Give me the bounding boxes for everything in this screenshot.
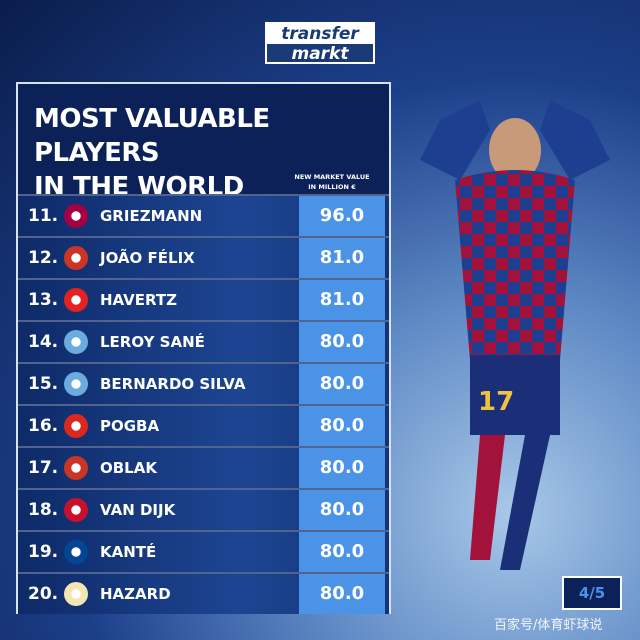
player-row: 19. KANTÉ 80.0	[18, 530, 389, 572]
manchester-city-crest-icon	[64, 330, 88, 354]
market-value: 96.0	[299, 196, 385, 236]
player-row: 12. JOÃO FÉLIX 81.0	[18, 236, 389, 278]
value-column-header: NEW MARKET VALUE IN MILLION €	[287, 172, 377, 192]
market-value: 80.0	[299, 574, 385, 614]
real-madrid-crest-icon	[64, 582, 88, 606]
logo-text-top: transfer	[267, 24, 373, 44]
market-value: 80.0	[299, 532, 385, 572]
page-indicator: 4/5	[562, 576, 622, 610]
player-name: GRIEZMANN	[100, 207, 203, 225]
watermark: 百家号/体育虾球说	[494, 618, 603, 633]
ranking-panel: MOST VALUABLE PLAYERS IN THE WORLD NEW M…	[16, 82, 391, 614]
value-header-line-1: NEW MARKET VALUE	[294, 173, 370, 181]
player-row: 18. VAN DIJK 80.0	[18, 488, 389, 530]
rank: 13.	[28, 290, 59, 310]
player-name: LEROY SANÉ	[100, 333, 205, 351]
market-value: 80.0	[299, 322, 385, 362]
rank: 15.	[28, 374, 59, 394]
player-name: BERNARDO SILVA	[100, 375, 246, 393]
player-name: HAVERTZ	[100, 291, 177, 309]
player-name: VAN DIJK	[100, 501, 176, 519]
rank: 14.	[28, 332, 59, 352]
svg-text:17: 17	[478, 387, 514, 417]
market-value: 80.0	[299, 406, 385, 446]
rank: 18.	[28, 500, 59, 520]
player-row: 11. GRIEZMANN 96.0	[18, 194, 389, 236]
rank: 20.	[28, 584, 59, 604]
transfermarkt-logo: transfer markt	[265, 22, 375, 64]
market-value: 80.0	[299, 490, 385, 530]
value-header-line-2: IN MILLION €	[308, 183, 356, 191]
liverpool-crest-icon	[64, 498, 88, 522]
player-photo: 17	[420, 100, 610, 570]
chelsea-crest-icon	[64, 540, 88, 564]
rank: 19.	[28, 542, 59, 562]
atletico-madrid-crest-icon	[64, 246, 88, 270]
market-value: 81.0	[299, 280, 385, 320]
player-row: 13. HAVERTZ 81.0	[18, 278, 389, 320]
market-value: 80.0	[299, 448, 385, 488]
player-name: OBLAK	[100, 459, 157, 477]
player-row: 20. HAZARD 80.0	[18, 572, 389, 614]
market-value: 80.0	[299, 364, 385, 404]
market-value: 81.0	[299, 238, 385, 278]
player-name: JOÃO FÉLIX	[100, 249, 195, 267]
barcelona-crest-icon	[64, 204, 88, 228]
player-name: HAZARD	[100, 585, 171, 603]
player-name: KANTÉ	[100, 543, 157, 561]
player-row: 15. BERNARDO SILVA 80.0	[18, 362, 389, 404]
atletico-madrid-crest-icon	[64, 456, 88, 480]
rank: 12.	[28, 248, 59, 268]
player-list: 11. GRIEZMANN 96.0 12. JOÃO FÉLIX 81.0 13.…	[18, 194, 389, 614]
title-line-1: MOST VALUABLE PLAYERS	[34, 104, 270, 168]
logo-text-bottom: markt	[291, 44, 349, 64]
player-row: 14. LEROY SANÉ 80.0	[18, 320, 389, 362]
player-name: POGBA	[100, 417, 160, 435]
player-row: 16. POGBA 80.0	[18, 404, 389, 446]
player-row: 17. OBLAK 80.0	[18, 446, 389, 488]
rank: 11.	[28, 206, 59, 226]
leverkusen-crest-icon	[64, 288, 88, 312]
manchester-united-crest-icon	[64, 414, 88, 438]
manchester-city-crest-icon	[64, 372, 88, 396]
rank: 16.	[28, 416, 59, 436]
rank: 17.	[28, 458, 59, 478]
